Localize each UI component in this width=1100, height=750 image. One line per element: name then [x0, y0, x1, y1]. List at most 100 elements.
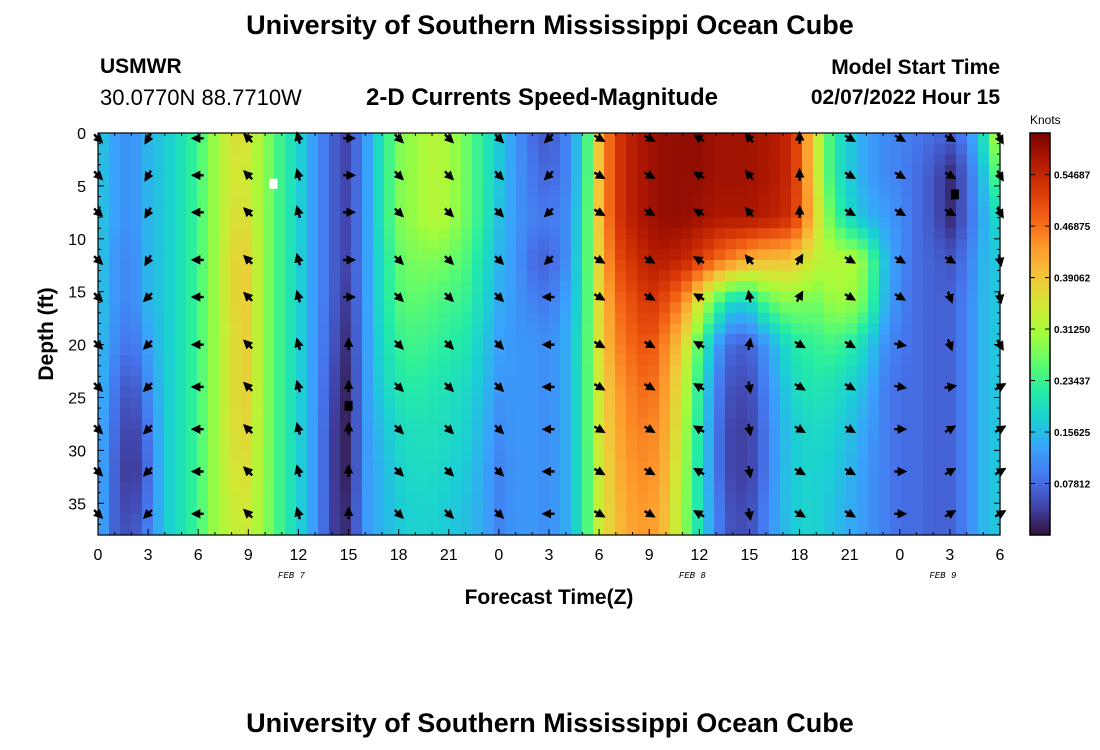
heat-cell: [989, 175, 1001, 187]
heat-cell: [417, 439, 429, 451]
heat-cell: [582, 334, 594, 346]
heat-cell: [725, 154, 737, 166]
heat-cell: [307, 386, 319, 399]
heat-cell: [208, 365, 220, 377]
heat-cell: [912, 524, 924, 536]
heat-cell: [307, 270, 319, 282]
heat-cell: [428, 164, 440, 176]
heat-cell: [879, 196, 891, 208]
heat-cell: [912, 471, 924, 483]
heat-cell: [384, 238, 396, 250]
heat-cell: [164, 143, 176, 155]
heat-cell: [879, 259, 891, 272]
heat-cell: [373, 228, 385, 240]
heat-cell: [714, 175, 726, 187]
heat-cell: [142, 185, 154, 198]
heat-cell: [824, 291, 836, 303]
heat-cell: [428, 471, 440, 483]
heat-cell: [901, 133, 913, 145]
heat-cell: [450, 302, 462, 314]
heat-cell: [769, 217, 781, 229]
heat-cell: [912, 397, 924, 409]
heat-cell: [98, 397, 110, 409]
heat-cell: [890, 503, 902, 515]
heat-cell: [494, 429, 506, 441]
heat-cell: [186, 154, 198, 166]
heat-cell: [153, 207, 165, 219]
heat-cell: [505, 344, 517, 356]
heat-cell: [538, 259, 550, 272]
heat-cell: [98, 450, 110, 462]
heat-cell: [956, 207, 968, 219]
heat-cell: [736, 376, 748, 388]
heat-cell: [604, 344, 616, 356]
heat-cell: [934, 302, 946, 314]
heat-cell: [307, 376, 319, 388]
heat-cell: [329, 238, 341, 250]
heat-cell: [307, 471, 319, 483]
heat-cell: [373, 238, 385, 250]
heat-cell: [98, 334, 110, 346]
heat-cell: [175, 344, 187, 356]
heat-cell: [615, 365, 627, 377]
heat-cell: [153, 482, 165, 494]
heat-cell: [175, 450, 187, 462]
heat-cell: [406, 344, 418, 356]
heat-cell: [681, 408, 693, 420]
heat-cell: [571, 524, 583, 536]
heat-cell: [516, 334, 528, 346]
heat-cell: [780, 482, 792, 494]
heat-cell: [868, 249, 880, 261]
heat-cell: [692, 270, 704, 282]
heat-cell: [571, 207, 583, 219]
heat-cell: [670, 291, 682, 303]
heat-cell: [659, 429, 671, 441]
heat-cell: [351, 492, 363, 504]
heat-cell: [989, 259, 1001, 272]
vector-arrow: [393, 339, 404, 350]
heat-cell: [703, 164, 715, 176]
heat-cell: [725, 513, 737, 526]
heat-cell: [692, 334, 704, 346]
heat-cell: [274, 376, 286, 388]
heat-cell: [637, 270, 649, 282]
heat-cell: [329, 344, 341, 356]
vector-arrow: [844, 466, 857, 476]
heat-cell: [197, 196, 209, 208]
heat-cell: [197, 365, 209, 377]
heat-cell: [406, 492, 418, 504]
heat-cell: [516, 281, 528, 293]
heat-cell: [208, 259, 220, 272]
heat-cell: [329, 302, 341, 314]
heat-cell: [395, 312, 407, 325]
heat-cell: [912, 175, 924, 187]
heat-cell: [428, 196, 440, 208]
heat-cell: [505, 175, 517, 187]
heat-cell: [901, 365, 913, 377]
heat-cell: [98, 270, 110, 282]
vector-arrow: [493, 292, 505, 303]
x-tick-label: 9: [244, 547, 253, 564]
heat-cell: [450, 175, 462, 187]
heat-cell: [890, 323, 902, 335]
heat-cell: [527, 185, 539, 198]
heat-cell: [593, 302, 605, 314]
heat-cell: [670, 334, 682, 346]
heat-cell: [516, 217, 528, 229]
heat-cell: [813, 397, 825, 409]
heat-cell: [582, 460, 594, 473]
heat-cell: [824, 270, 836, 282]
heat-cell: [472, 513, 484, 526]
heat-cell: [494, 492, 506, 504]
heat-cell: [208, 482, 220, 494]
heat-cell: [98, 207, 110, 219]
heat-cell: [637, 418, 649, 430]
heat-cell: [978, 291, 990, 303]
heat-cell: [516, 471, 528, 483]
heat-cell: [868, 312, 880, 325]
heat-cell: [230, 482, 242, 494]
heat-cell: [549, 397, 561, 409]
heat-cell: [274, 302, 286, 314]
heat-cell: [197, 143, 209, 155]
heat-cell: [956, 196, 968, 208]
